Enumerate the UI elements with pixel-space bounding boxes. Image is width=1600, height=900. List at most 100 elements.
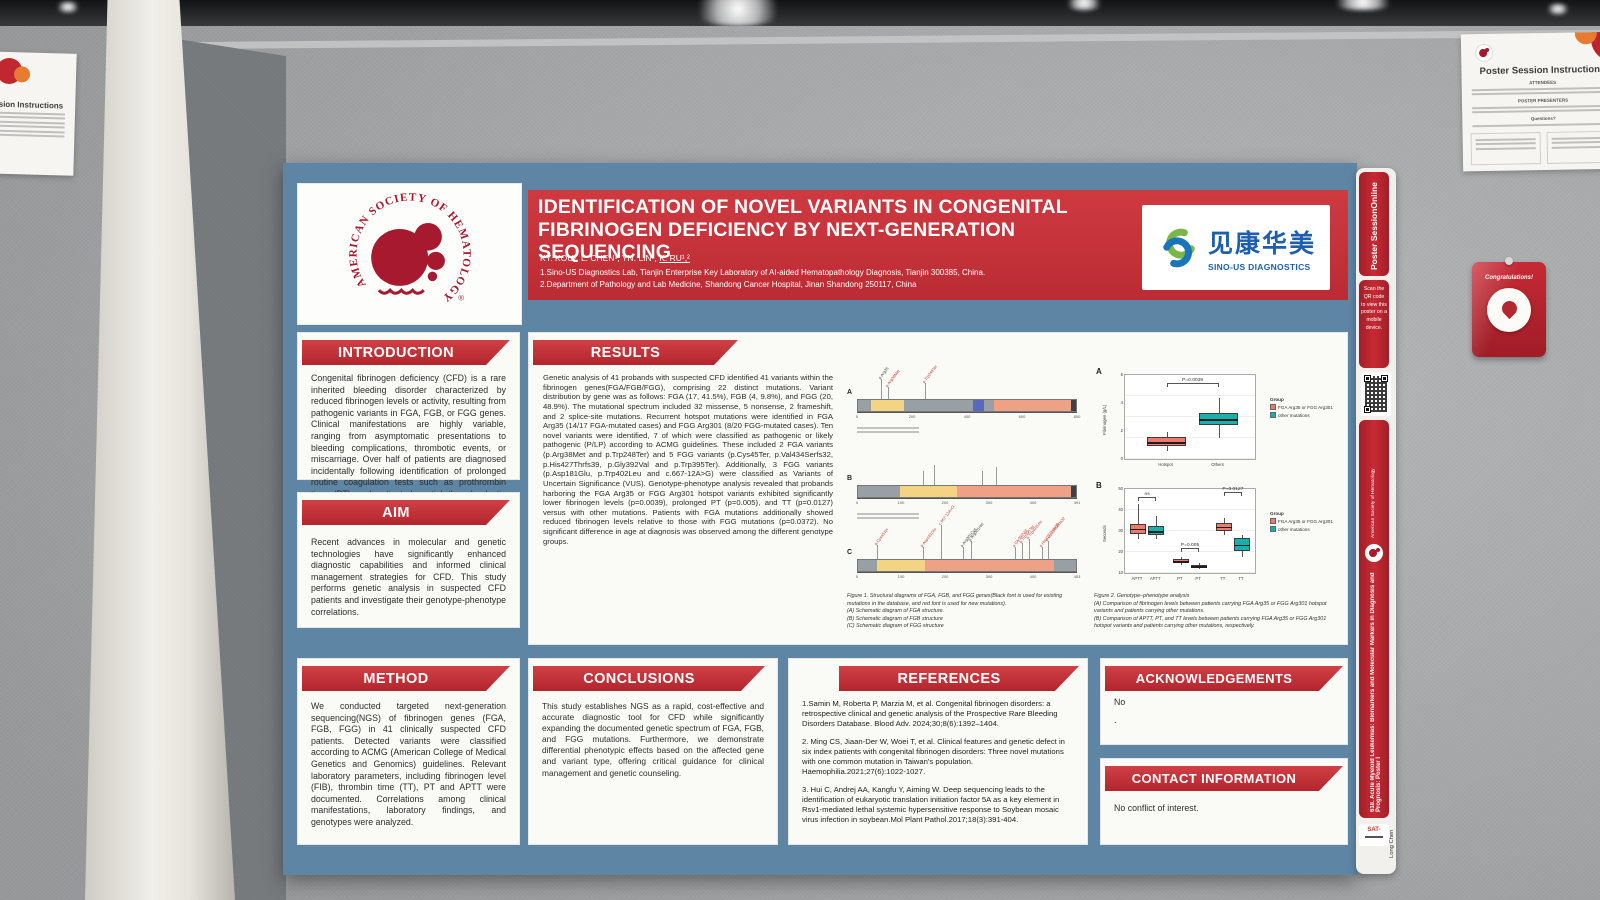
gene-domain-bar <box>857 559 1077 572</box>
legend-swatch <box>1270 518 1276 524</box>
figure2-boxplots: A Fibrinogen (g/L) 0 2 4 6 P=0.0039 Hotspot O… <box>1094 367 1344 593</box>
paper-textline <box>0 127 65 134</box>
mutation-labels: p.Cys45Ter p.Asp181Glu c.667-12A>G p.Arg301… <box>857 504 1077 559</box>
y-tick: 2 <box>1120 428 1123 433</box>
axis-tick: 300 <box>985 500 993 505</box>
instructions-paper-right: Poster Session Instructions ATTENDEES PO… <box>1460 31 1600 172</box>
median-line <box>1234 544 1250 547</box>
axis-tick: 100 <box>897 574 905 579</box>
significance-bracket: ns <box>1138 492 1157 502</box>
axis-tick: 200 <box>908 414 916 419</box>
references-panel: REFERENCES 1.Samin M, Roberta P, Marzia … <box>788 658 1088 845</box>
paper-textline <box>1472 122 1600 127</box>
y-tick: 50 <box>1118 486 1123 491</box>
axis-tick: 600 <box>1018 414 1026 419</box>
qr-code <box>1361 372 1391 416</box>
ash-logo-icon <box>1474 43 1494 63</box>
contact-body: No conflict of interest. <box>1114 803 1199 813</box>
x-axis-ticks: APTT APTT PT PT TT TT <box>1124 576 1256 584</box>
x-tick: PT <box>1177 576 1183 581</box>
x-tick: APTT <box>1131 576 1143 581</box>
ceiling-light <box>688 0 788 26</box>
society-label: American Society of Hematology <box>1371 468 1376 538</box>
instructions-paper-left: Poster Session Instructions <box>0 50 77 176</box>
gene-domain-segment <box>973 400 984 411</box>
references-heading: REFERENCES <box>839 666 1079 691</box>
figure1-panel-fga: A p.Arg35 p.Arg38Met p.Trp248Ter 0 200 400 60… <box>847 364 1080 435</box>
session-title-label: 618. Acute Myeloid Leukemias: Biomarkers… <box>1370 572 1382 812</box>
y-tick: 0 <box>1120 456 1123 461</box>
mutation-marker: c.667-12A>G <box>937 504 955 559</box>
legend-item: other mutations <box>1270 412 1333 418</box>
sino-us-logo-icon <box>1163 228 1195 267</box>
round-button-badge <box>1487 288 1531 332</box>
ceiling-light <box>1328 0 1398 10</box>
aim-panel: AIM Recent advances in molecular and gen… <box>297 492 520 628</box>
affiliation-line: 1.Sino-US Diagnostics Lab, Tianjin Enter… <box>540 268 986 277</box>
x-tick: Others <box>1211 462 1224 467</box>
axis-tick: 200 <box>941 500 949 505</box>
p-value-label: P=0.005 <box>1180 542 1200 548</box>
gene-axis: 0 200 400 600 800 <box>856 412 1080 422</box>
x-tick: Hotspot <box>1158 462 1173 467</box>
caption-line: (B) Comparison of APTT, PT, and TT level… <box>1094 615 1327 630</box>
acknowledgements-body2: . <box>1114 715 1117 725</box>
paper-textline <box>0 114 65 120</box>
diagram-legend-lines <box>857 513 1077 519</box>
figure1-gene-diagrams: A p.Arg35 p.Arg38Met p.Trp248Ter 0 200 400 60… <box>847 364 1087 591</box>
legend-swatch <box>1270 404 1276 410</box>
acknowledgements-panel: ACKNOWLEDGEMENTS No . <box>1100 658 1348 745</box>
qr-finder <box>1381 375 1388 382</box>
axis-tick: 400 <box>1029 574 1037 579</box>
x-tick: PT <box>1195 576 1201 581</box>
gene-domain-bar <box>857 485 1077 498</box>
poster-title: IDENTIFICATION OF NOVEL VARIANTS IN CONG… <box>538 196 1068 264</box>
legend: Group FGA Arg35 or FGG Arg301 other mutati… <box>1270 511 1333 532</box>
presenter-badge-pouch: Congratulations! <box>1472 257 1546 357</box>
references-list: 1.Samin M, Roberta P, Marzia M, et al. C… <box>789 699 1087 833</box>
mutation-marker: p.Trp395Ter <box>1018 524 1035 559</box>
gene-axis: 0 100 200 300 400 453 <box>856 572 1080 582</box>
median-line <box>1147 442 1187 444</box>
mutation-marker: p.Gly392Val <box>1011 528 1029 559</box>
legend-label: other mutations <box>1278 412 1310 418</box>
figure2-caption: Figure 2. Genotype–phenotype analysis (A)… <box>1094 593 1339 631</box>
svg-text:®: ® <box>458 294 464 303</box>
gene-domain-segment <box>925 560 1055 571</box>
diagram-legend-lines <box>857 427 1077 433</box>
conclusions-panel: CONCLUSIONS This study establishes NGS a… <box>528 658 778 845</box>
research-poster: AMERICAN SOCIETY OF HEMATOLOGY ® IDENTIF… <box>283 163 1357 875</box>
paper-subheading: ATTENDEES <box>1529 79 1557 86</box>
ceiling-light <box>1545 4 1571 14</box>
paper-subheading: POSTER PRESENTERS <box>1517 97 1569 104</box>
y-tick: 10 <box>1118 570 1123 575</box>
presenter-author: K. RU¹,² <box>659 253 690 263</box>
conclusions-body: This study establishes NGS as a rapid, c… <box>542 701 764 778</box>
axis-tick: 491 <box>1073 500 1081 505</box>
panel-letter: C <box>847 549 853 556</box>
axis-tick: 453 <box>1073 574 1081 579</box>
caption-line: (A) Schematic diagram of FGA structure. <box>847 608 945 615</box>
gene-domain-segment <box>870 400 905 411</box>
y-tick: 6 <box>1120 372 1123 377</box>
ash-logo-small-icon <box>1365 544 1383 562</box>
mutation-marker: p.Trp402Leu <box>1025 519 1042 559</box>
aim-body: Recent advances in molecular and genetic… <box>311 537 506 617</box>
session-strip: Poster SessionOnline Scan the QR code to… <box>1356 168 1396 874</box>
gene-domain-segment <box>956 486 1071 497</box>
tag-line <box>1365 836 1383 838</box>
box <box>1147 437 1187 446</box>
legend-label: other mutations <box>1278 526 1310 532</box>
paper-column <box>1470 132 1542 166</box>
gene-domain-segment <box>858 400 871 411</box>
median-line <box>1173 561 1189 564</box>
gene-domain-segment <box>1054 560 1076 571</box>
gene-axis: 0 100 200 300 400 491 <box>856 498 1080 508</box>
gene-domain-segment <box>858 560 877 571</box>
gene-domain-segment <box>993 400 1071 411</box>
panel-letter: A <box>1096 367 1102 376</box>
legend-item: FGA Arg35 or FGG Arg301 <box>1270 518 1333 524</box>
ceiling-light <box>1063 0 1105 10</box>
y-tick: 40 <box>1118 507 1123 512</box>
reference-item: 3. Hui C, Andrej AA, Kangfu Y, Aiming W.… <box>802 785 1060 824</box>
